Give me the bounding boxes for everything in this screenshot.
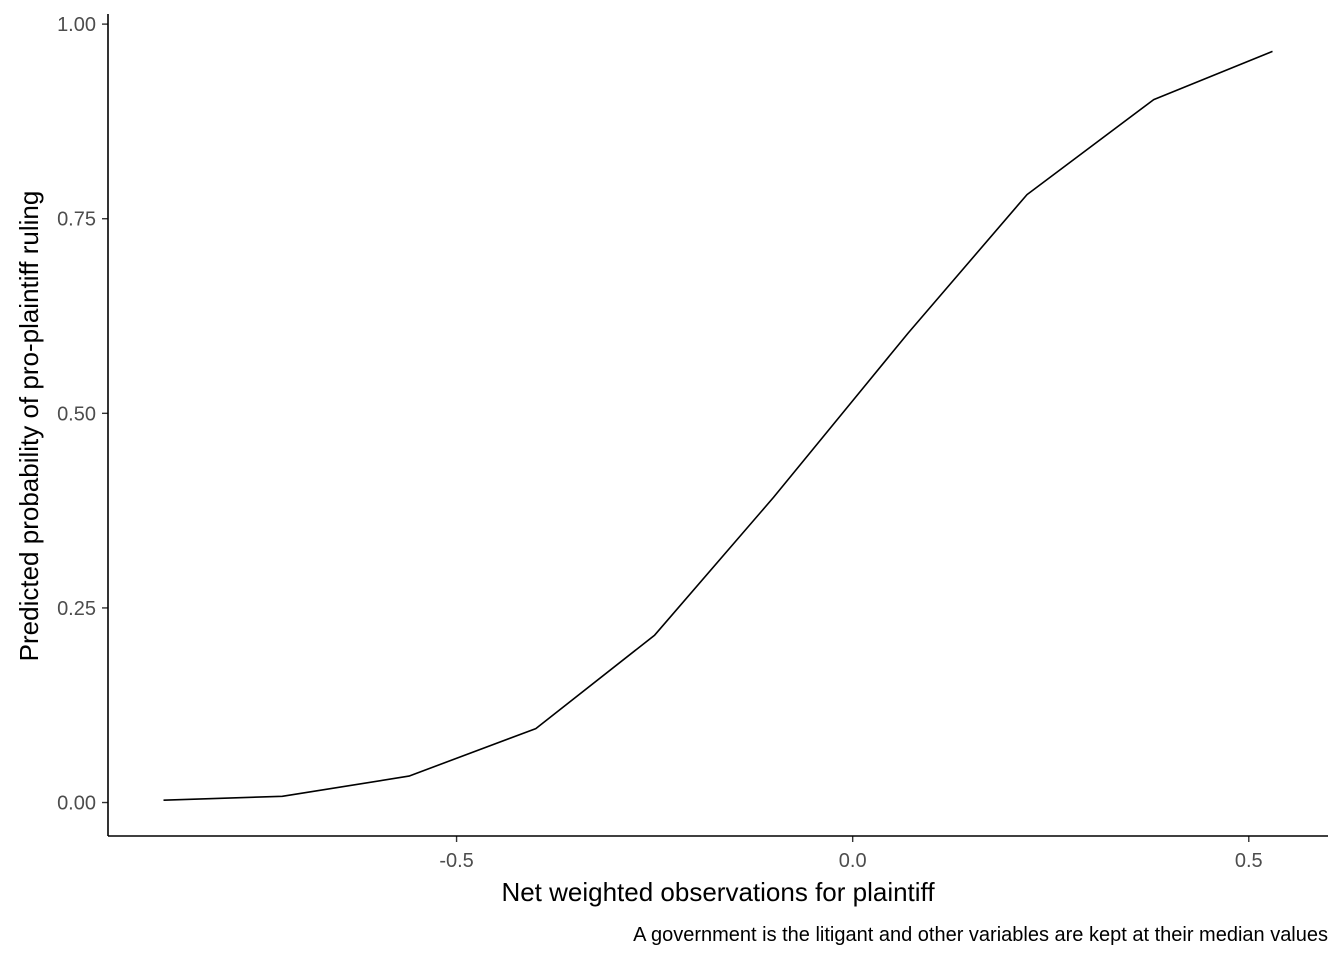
x-axis-ticks: -0.5 0.0 0.5 — [439, 836, 1263, 872]
y-tick-label: 0.75 — [57, 209, 96, 231]
x-tick-label: -0.5 — [439, 850, 473, 872]
x-axis-title: Net weighted observations for plaintiff — [501, 877, 935, 907]
y-tick-label: 0.50 — [57, 403, 96, 425]
x-tick-label: 0.0 — [839, 850, 867, 872]
series-group — [163, 50, 1273, 801]
chart-caption: A government is the litigant and other v… — [633, 924, 1328, 946]
y-tick-label: 0.00 — [57, 793, 96, 815]
y-axis-title: Predicted probability of pro-plaintiff r… — [14, 191, 44, 662]
series-line — [163, 50, 1273, 801]
y-axis-ticks: 0.00 0.25 0.50 0.75 1.00 — [57, 14, 108, 815]
x-tick-label: 0.5 — [1235, 850, 1263, 872]
y-tick-label: 1.00 — [57, 14, 96, 36]
y-tick-label: 0.25 — [57, 598, 96, 620]
